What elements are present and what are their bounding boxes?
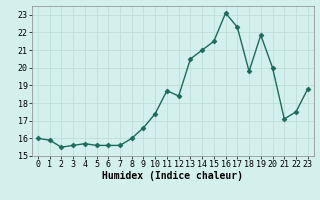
X-axis label: Humidex (Indice chaleur): Humidex (Indice chaleur) <box>102 171 243 181</box>
